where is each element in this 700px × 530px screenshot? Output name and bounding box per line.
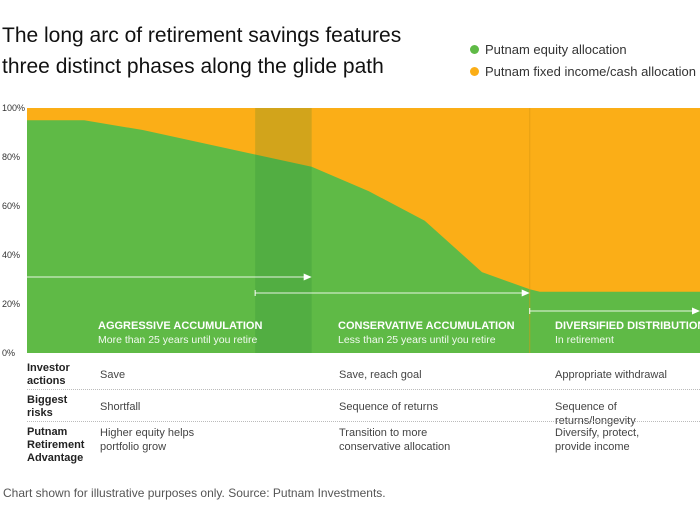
table-cell: Sequence of returns/longevity [555,401,636,427]
phase-arrow-head [521,289,530,297]
phase-name: CONSERVATIVE ACCUMULATION [338,320,515,332]
table-cell: Transition to more conservative allocati… [339,427,451,453]
row-divider [27,421,700,422]
phase-description: Less than 25 years until you retire [338,334,496,346]
footnote: Chart shown for illustrative purposes on… [3,486,386,500]
phase-overlap-band [255,108,312,353]
legend-label-equity: Putnam equity allocation [485,41,627,57]
phase-arrow-head [303,273,312,281]
row-header: Investor actions [27,362,70,387]
row-header: Biggest risks [27,394,68,419]
table-cell: Save [100,369,126,381]
y-tick-label: 60% [2,201,20,211]
legend: Putnam equity allocation Putnam fixed in… [470,38,696,82]
row-header: Putnam Retirement Advantage [27,426,85,464]
legend-swatch-fixed-income [470,66,479,76]
table-cell: Shortfall [100,401,141,413]
table-cell: Higher equity helps portfolio grow [100,427,195,453]
glide-path-chart: 0% 20% 40% 60% 80% 100% AGGRESSIVE ACCUMULATI… [2,103,700,358]
title-line-1: The long arc of retirement savings featu… [2,24,402,47]
equity-area [27,120,700,353]
phase-name: DIVERSIFIED DISTRIBUTION [555,320,700,332]
legend-swatch-equity [470,44,479,54]
phase-description: More than 25 years until you retire [98,334,257,346]
y-tick-label: 0% [2,348,15,358]
table-cell: Appropriate withdrawal [555,369,667,381]
table-cell: Sequence of returns [339,401,439,413]
phase-arrow-head [692,307,700,315]
y-tick-label: 40% [2,250,20,260]
chart-title: The long arc of retirement savings featu… [2,20,401,82]
table-cell: Diversify, protect, provide income [555,427,640,453]
title-line-2: three distinct phases along the glide pa… [2,55,384,78]
y-tick-label: 80% [2,152,20,162]
legend-item-equity: Putnam equity allocation [470,38,696,60]
row-divider [27,389,700,390]
legend-label-fixed-income: Putnam fixed income/cash allocation [485,63,697,79]
y-tick-label: 100% [2,103,25,113]
phase-description: In retirement [555,334,614,346]
table-cell: Save, reach goal [339,369,422,381]
y-tick-label: 20% [2,299,20,309]
phase-name: AGGRESSIVE ACCUMULATION [98,320,262,332]
legend-item-fixed-income: Putnam fixed income/cash allocation [470,60,696,82]
